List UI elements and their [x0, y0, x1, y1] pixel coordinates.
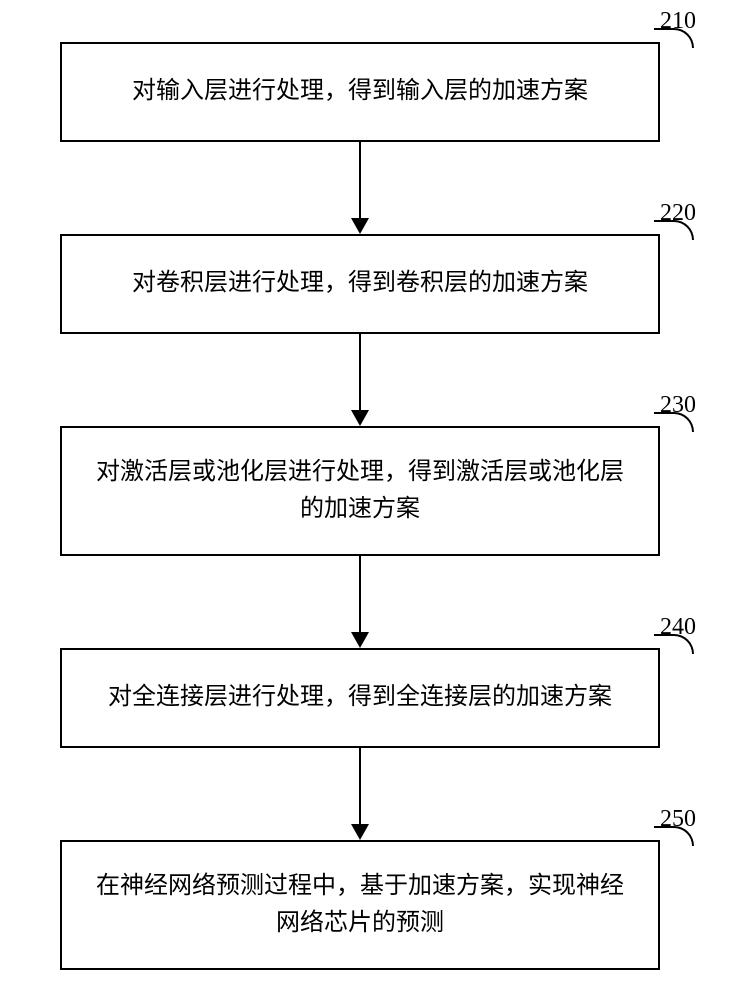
- arrow-head-icon: [351, 632, 369, 648]
- flow-step-text: 对输入层进行处理，得到输入层的加速方案: [132, 73, 588, 110]
- flow-step-s230: 对激活层或池化层进行处理，得到激活层或池化层 的加速方案: [60, 426, 660, 556]
- arrow-head-icon: [351, 824, 369, 840]
- flow-step-text: 对全连接层进行处理，得到全连接层的加速方案: [108, 679, 612, 716]
- arrow-head-icon: [351, 218, 369, 234]
- flow-step-text: 对卷积层进行处理，得到卷积层的加速方案: [132, 265, 588, 302]
- flow-step-text: 在神经网络预测过程中，基于加速方案，实现神经 网络芯片的预测: [96, 868, 624, 942]
- flow-step-s250: 在神经网络预测过程中，基于加速方案，实现神经 网络芯片的预测: [60, 840, 660, 970]
- flow-step-text: 对激活层或池化层进行处理，得到激活层或池化层 的加速方案: [96, 454, 624, 528]
- flow-step-s220: 对卷积层进行处理，得到卷积层的加速方案: [60, 234, 660, 334]
- arrow-s230-s240: [359, 556, 361, 632]
- arrow-head-icon: [351, 410, 369, 426]
- flow-step-s240: 对全连接层进行处理，得到全连接层的加速方案: [60, 648, 660, 748]
- flow-step-s210: 对输入层进行处理，得到输入层的加速方案: [60, 42, 660, 142]
- arrow-s220-s230: [359, 334, 361, 410]
- arrow-s210-s220: [359, 142, 361, 218]
- arrow-s240-s250: [359, 748, 361, 824]
- flowchart-canvas: 对输入层进行处理，得到输入层的加速方案210对卷积层进行处理，得到卷积层的加速方…: [0, 0, 756, 1000]
